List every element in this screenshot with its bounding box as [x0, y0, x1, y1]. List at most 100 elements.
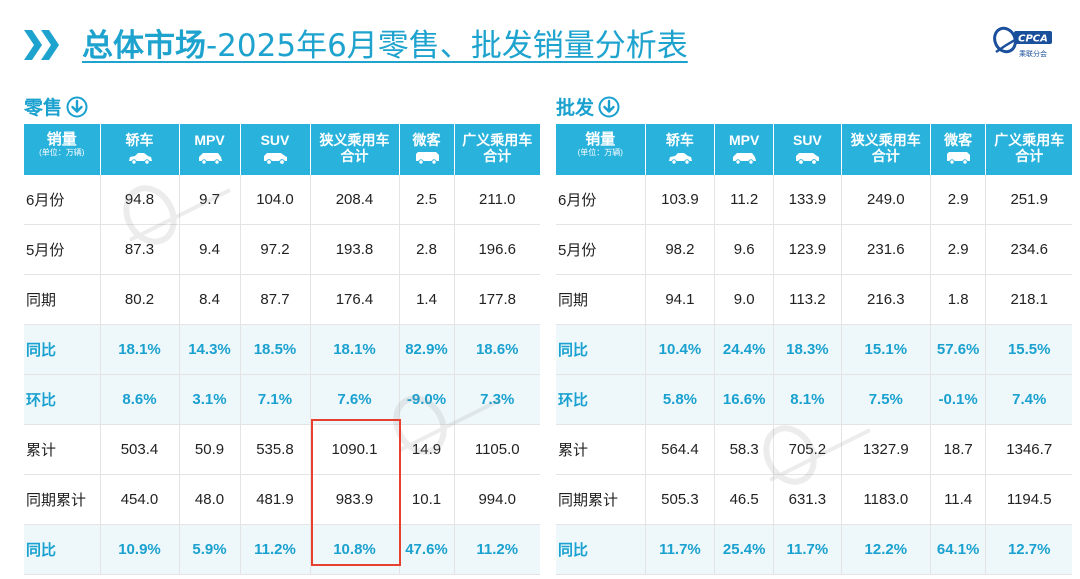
row-label: 6月份: [556, 175, 646, 225]
table-row: 同比 11.7% 25.4% 11.7% 12.2% 64.1% 12.7%: [556, 524, 1072, 575]
table-cell: 113.2: [773, 274, 842, 325]
sedan-icon: [667, 151, 693, 165]
table-cell: 196.6: [454, 224, 540, 275]
table-cell: 15.5%: [985, 324, 1072, 375]
page-title-rest: -2025年6月零售、批发销量分析表: [206, 28, 688, 64]
column-header-label: 微客: [412, 132, 441, 148]
row-label: 累计: [556, 424, 646, 475]
table-row: 6月份 103.9 11.2 133.9 249.0 2.9 251.9: [556, 175, 1072, 225]
table-cell: 7.1%: [240, 374, 311, 425]
wholesale-column-header: 狭义乘用车 合计: [841, 124, 931, 175]
table-cell: 505.3: [645, 474, 716, 525]
wholesale-label: 批发: [556, 97, 595, 119]
row-label: 同比: [556, 524, 646, 575]
unit-note: (单位：万辆): [577, 148, 623, 157]
table-cell: 133.9: [773, 175, 842, 225]
table-cell: 12.2%: [841, 524, 931, 575]
retail-column-header: 狭义乘用车 合计: [310, 124, 400, 175]
table-row: 同期累计 505.3 46.5 631.3 1183.0 11.4 1194.5: [556, 474, 1072, 525]
table-cell: 94.1: [645, 274, 716, 325]
table-cell: -9.0%: [399, 374, 455, 425]
column-header-label: 轿车: [125, 132, 154, 148]
chevron-right-icon: [24, 30, 42, 60]
row-label: 5月份: [556, 224, 646, 275]
wholesale-table: 销量 (单位：万辆) 轿车 MPV SUV 狭义乘用车 合计 微客 广义乘用车 合计 6月份 1…: [556, 124, 1072, 575]
wholesale-column-header: 微客: [930, 124, 987, 175]
table-cell: 8.6%: [100, 374, 180, 425]
wholesale-heading: 批发: [556, 93, 620, 121]
table-cell: 7.4%: [985, 374, 1072, 425]
table-cell: 5.8%: [645, 374, 716, 425]
table-cell: 16.6%: [714, 374, 774, 425]
row-label: 6月份: [24, 175, 101, 225]
down-arrow-circle-icon: [598, 96, 620, 117]
table-row: 累计 503.4 50.9 535.8 1090.1 14.9 1105.0: [24, 424, 540, 475]
page-title-bold: 总体市场: [82, 28, 206, 64]
column-header-label: 狭义乘用车 合计: [850, 132, 921, 164]
table-cell: 7.5%: [841, 374, 931, 425]
table-cell: 177.8: [454, 274, 540, 325]
table-cell: 98.2: [645, 224, 716, 275]
wholesale-corner-header: 销量 (单位：万辆): [556, 124, 646, 175]
table-cell: 1.8: [930, 274, 987, 325]
table-cell: 5.9%: [179, 524, 241, 575]
table-cell: 24.4%: [714, 324, 774, 375]
table-cell: 631.3: [773, 474, 842, 525]
table-cell: 1183.0: [841, 474, 931, 525]
table-row: 5月份 98.2 9.6 123.9 231.6 2.9 234.6: [556, 224, 1072, 275]
cpca-logo: CPCA 乘联分会: [993, 26, 1052, 58]
table-cell: 14.9: [399, 424, 455, 475]
table-cell: 57.6%: [930, 324, 987, 375]
column-header-label: 轿车: [665, 132, 694, 148]
table-cell: 2.9: [930, 224, 987, 275]
wholesale-column-header: 轿车: [645, 124, 716, 175]
table-cell: 8.4: [179, 274, 241, 325]
row-label: 同期累计: [24, 474, 101, 525]
table-cell: 705.2: [773, 424, 842, 475]
table-cell: 1346.7: [985, 424, 1072, 475]
table-cell: 46.5: [714, 474, 774, 525]
table-cell: 103.9: [645, 175, 716, 225]
column-header-label: 狭义乘用车 合计: [319, 132, 390, 164]
row-label: 同期: [24, 274, 101, 325]
column-header-label: MPV: [194, 132, 225, 148]
row-label: 累计: [24, 424, 101, 475]
row-label: 同期累计: [556, 474, 646, 525]
row-label: 同期: [556, 274, 646, 325]
table-cell: 9.7: [179, 175, 241, 225]
table-cell: 10.4%: [645, 324, 716, 375]
table-cell: 535.8: [240, 424, 311, 475]
table-cell: 2.8: [399, 224, 455, 275]
down-arrow-circle-icon: [66, 96, 88, 117]
table-row: 5月份 87.3 9.4 97.2 193.8 2.8 196.6: [24, 224, 540, 275]
table-row: 累计 564.4 58.3 705.2 1327.9 18.7 1346.7: [556, 424, 1072, 475]
wholesale-column-header: SUV: [773, 124, 842, 175]
table-cell: 9.0: [714, 274, 774, 325]
retail-column-header: 广义乘用车 合计: [454, 124, 540, 175]
table-cell: 10.8%: [310, 524, 400, 575]
column-header-label: 销量: [46, 131, 77, 148]
table-cell: 249.0: [841, 175, 931, 225]
table-cell: 123.9: [773, 224, 842, 275]
table-cell: 82.9%: [399, 324, 455, 375]
column-header-label: 销量: [585, 131, 616, 148]
table-cell: 1105.0: [454, 424, 540, 475]
table-cell: 2.9: [930, 175, 987, 225]
table-cell: 3.1%: [179, 374, 241, 425]
table-cell: 58.3: [714, 424, 774, 475]
row-label: 环比: [24, 374, 101, 425]
retail-column-header: SUV: [240, 124, 311, 175]
table-cell: 251.9: [985, 175, 1072, 225]
page-title: 总体市场-2025年6月零售、批发销量分析表: [82, 26, 688, 66]
wholesale-header-row: 销量 (单位：万辆) 轿车 MPV SUV 狭义乘用车 合计 微客 广义乘用车 合计: [556, 124, 1072, 175]
mpv-icon: [731, 151, 757, 165]
retail-label: 零售: [24, 97, 63, 119]
retail-corner-header: 销量 (单位：万辆): [24, 124, 101, 175]
retail-table: 销量 (单位：万辆) 轿车 MPV SUV 狭义乘用车 合计 微客 广义乘用车 合计 6月份 9…: [24, 124, 540, 575]
column-header-label: 广义乘用车 合计: [994, 132, 1065, 164]
table-cell: 47.6%: [399, 524, 455, 575]
retail-column-header: 轿车: [100, 124, 180, 175]
table-cell: 564.4: [645, 424, 716, 475]
table-cell: 9.6: [714, 224, 774, 275]
retail-column-header: MPV: [179, 124, 241, 175]
